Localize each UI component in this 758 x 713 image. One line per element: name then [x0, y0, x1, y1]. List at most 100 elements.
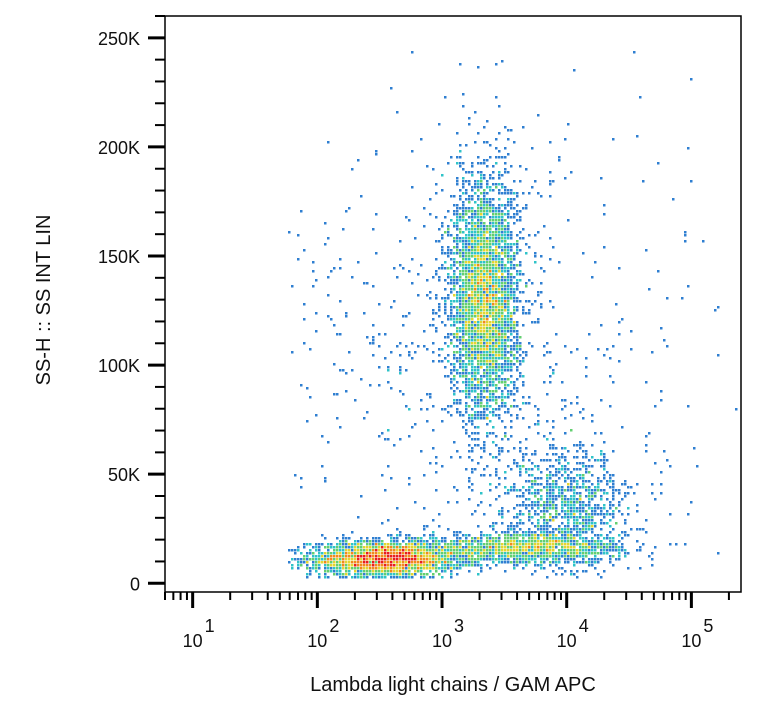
event-dot	[561, 573, 564, 576]
event-dot	[477, 348, 480, 351]
event-dot	[450, 381, 453, 384]
y-axis-title: SS-H :: SS INT LIN	[33, 215, 55, 386]
event-dot	[504, 378, 507, 381]
event-dot	[570, 471, 573, 474]
event-dot	[393, 537, 396, 540]
event-dot	[480, 363, 483, 366]
event-dot	[453, 366, 456, 369]
event-dot	[459, 285, 462, 288]
event-dot	[399, 372, 402, 375]
event-dot	[480, 339, 483, 342]
event-dot	[495, 378, 498, 381]
event-dot	[651, 351, 654, 354]
event-dot	[447, 162, 450, 165]
event-dot	[564, 510, 567, 513]
event-dot	[402, 558, 405, 561]
event-dot	[504, 552, 507, 555]
event-dot	[609, 555, 612, 558]
event-dot	[531, 534, 534, 537]
event-dot	[396, 564, 399, 567]
event-dot	[459, 543, 462, 546]
event-dot	[555, 459, 558, 462]
event-dot	[384, 543, 387, 546]
event-dot	[639, 567, 642, 570]
event-dot	[459, 348, 462, 351]
event-dot	[528, 234, 531, 237]
event-dot	[519, 300, 522, 303]
event-dot	[381, 540, 384, 543]
event-dot	[456, 546, 459, 549]
event-dot	[483, 555, 486, 558]
event-dot	[612, 345, 615, 348]
event-dot	[465, 372, 468, 375]
event-dot	[456, 207, 459, 210]
event-dot	[519, 543, 522, 546]
event-dot	[603, 462, 606, 465]
event-dot	[393, 573, 396, 576]
event-dot	[510, 264, 513, 267]
event-dot	[477, 180, 480, 183]
event-dot	[618, 267, 621, 270]
event-dot	[462, 273, 465, 276]
event-dot	[492, 273, 495, 276]
event-dot	[324, 561, 327, 564]
event-dot	[516, 504, 519, 507]
event-dot	[387, 561, 390, 564]
y-tick-label: 250K	[98, 29, 140, 49]
event-dot	[315, 543, 318, 546]
event-dot	[465, 543, 468, 546]
event-dot	[459, 297, 462, 300]
event-dot	[528, 498, 531, 501]
event-dot	[447, 543, 450, 546]
event-dot	[339, 558, 342, 561]
event-dot	[516, 333, 519, 336]
event-dot	[504, 360, 507, 363]
event-dot	[369, 540, 372, 543]
event-dot	[468, 570, 471, 573]
event-dot	[543, 531, 546, 534]
event-dot	[486, 339, 489, 342]
event-dot	[462, 249, 465, 252]
event-dot	[456, 564, 459, 567]
event-dot	[561, 498, 564, 501]
event-dot	[450, 570, 453, 573]
event-dot	[378, 303, 381, 306]
event-dot	[534, 300, 537, 303]
event-dot	[501, 282, 504, 285]
event-dot	[390, 549, 393, 552]
event-dot	[579, 555, 582, 558]
event-dot	[621, 543, 624, 546]
event-dot	[474, 201, 477, 204]
event-dot	[522, 513, 525, 516]
event-dot	[468, 396, 471, 399]
event-dot	[480, 228, 483, 231]
event-dot	[318, 567, 321, 570]
event-dot	[459, 555, 462, 558]
event-dot	[408, 558, 411, 561]
event-dot	[504, 381, 507, 384]
event-dot	[456, 237, 459, 240]
event-dot	[399, 366, 402, 369]
event-dot	[474, 291, 477, 294]
event-dot	[603, 459, 606, 462]
event-dot	[384, 438, 387, 441]
event-dot	[516, 534, 519, 537]
event-dot	[486, 141, 489, 144]
event-dot	[552, 537, 555, 540]
event-dot	[297, 546, 300, 549]
event-dot	[396, 111, 399, 114]
event-dot	[492, 213, 495, 216]
event-dot	[567, 501, 570, 504]
event-dot	[504, 294, 507, 297]
event-dot	[498, 270, 501, 273]
event-dot	[501, 309, 504, 312]
event-dot	[570, 513, 573, 516]
event-dot	[474, 354, 477, 357]
event-dot	[471, 291, 474, 294]
event-dot	[591, 519, 594, 522]
event-dot	[411, 537, 414, 540]
event-dot	[465, 279, 468, 282]
event-dot	[597, 489, 600, 492]
event-dot	[309, 348, 312, 351]
event-dot	[444, 231, 447, 234]
